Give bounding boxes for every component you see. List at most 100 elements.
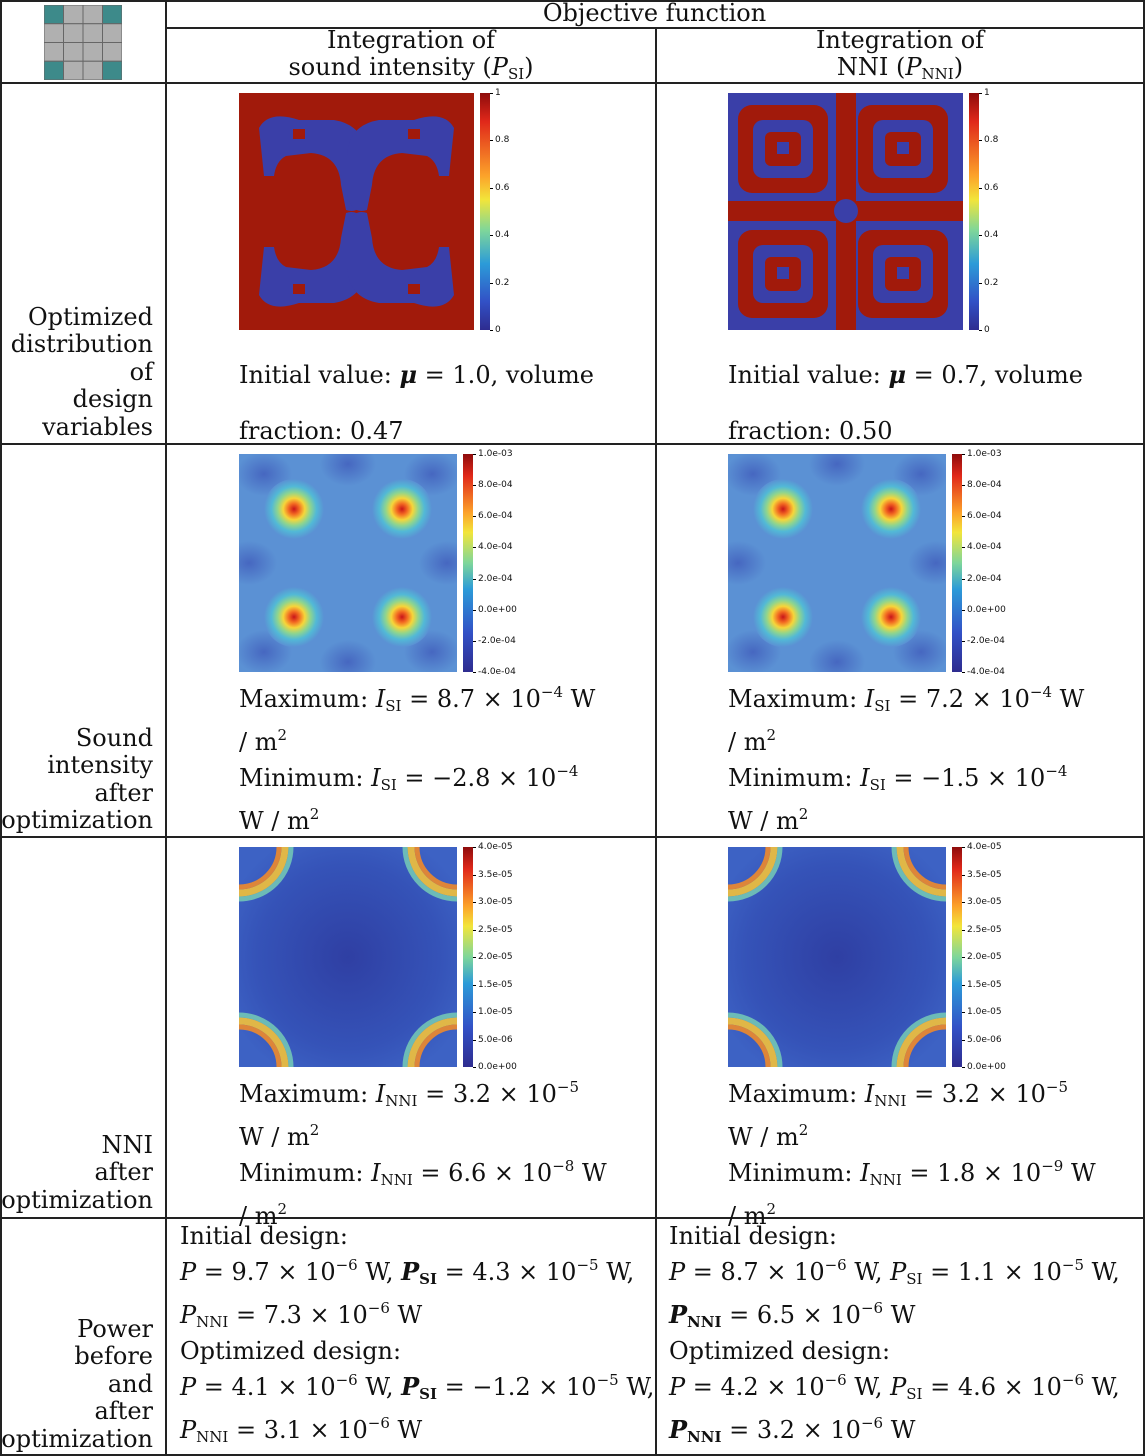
p-symbol: P [890,1258,907,1286]
intensity-hotspot [264,479,324,539]
min-label: Minimum: [728,1159,861,1187]
max-label: Maximum: [728,1080,865,1108]
i-symbol: I [860,764,870,792]
design-solid-region [408,129,420,139]
unit: W, [618,1373,655,1401]
colorbar-tick [962,902,965,903]
p-symbol: P [401,1257,420,1286]
colorbar-tick-label: -4.0e-04 [967,667,1005,677]
i-symbol: I [860,1159,870,1187]
colorbar-tick-label: 0.4 [495,230,510,241]
min-unit: W / m [728,807,799,835]
design-void-region [897,267,909,279]
pnni-value: = 3.1 × 10 [228,1416,368,1444]
grid-cell [82,23,103,43]
low-intensity-lobe [320,454,376,486]
exponent: −6 [824,1256,847,1274]
colorbar-tick-label: 5.0e-06 [478,1034,513,1045]
grid-layout-icon [44,5,122,80]
p-symbol: P [669,1300,688,1329]
column-header-nni: Integration of NNI (PNNI) [657,27,1143,88]
grid-cell [63,60,84,80]
colorbar-tick [962,485,965,487]
max-exponent: −4 [540,683,564,701]
colorbar-tick-label: -4.0e-04 [478,667,516,677]
col-divider-2 [655,27,657,1456]
unit: W [389,1416,423,1444]
design-void-region [834,199,858,223]
grid-cell [82,60,103,80]
max-value: = 7.2 × 10 [890,685,1030,713]
colorbar-tick-label: 6.0e-04 [478,511,513,522]
unit: W [883,1416,916,1444]
low-intensity-lobe [239,541,277,585]
colorbar-tick [962,578,965,580]
colorbar-design-si [480,93,490,330]
unit: W, [846,1258,891,1286]
colorbar-tick [979,187,982,189]
grid-cell [44,60,64,80]
colorbar-tick [473,902,476,903]
colorbar-tick [979,235,982,237]
power-value: = 9.7 × 10 [196,1258,336,1286]
pnni-value: = 7.3 × 10 [228,1301,368,1329]
sound-intensity-plot-nni [728,454,946,672]
i-symbol: I [864,1080,875,1108]
colorbar-tick-label: 1.5e-05 [478,979,513,990]
exponent: −5 [576,1256,599,1274]
pnni-value: = 3.2 × 10 [721,1416,861,1444]
colorbar-tick-label: 1.0e-05 [478,1007,513,1017]
caption-text: fraction: 0.47 [239,417,404,445]
max-unit: W / m [239,1123,310,1151]
colorbar-tick [473,957,476,958]
colorbar-tick-label: 0.0e+00 [478,1062,517,1072]
design-solid-region [293,284,305,294]
colorbar-tick [979,330,982,331]
colorbar-tick-label: 1 [984,88,990,98]
nni-subscript: NNI [687,1428,722,1446]
intensity-hotspot [861,587,921,647]
max-label: Maximum: [239,1080,376,1108]
table-border-left [0,0,2,1456]
design-distribution-plot-si [239,93,474,330]
caption-text: Initial value: [728,361,889,389]
exponent: −5 [596,1371,619,1389]
design-caption-nni: Initial value: μ = 0.7, volume fraction:… [728,333,1083,473]
design-caption-si: Initial value: μ = 1.0, volume fraction:… [239,333,594,473]
sound-intensity-plot-si [239,454,457,672]
unit: W [883,1301,916,1329]
colorbar-tick [962,454,965,455]
p-symbol: P [180,1373,197,1401]
min-exponent: −4 [1045,762,1068,780]
max-unit: W [1052,685,1085,713]
max-exponent: −4 [1029,683,1053,701]
col1-subscript: SI [507,65,525,83]
p-symbol: P [890,1373,907,1401]
colorbar-tick-label: 0.2 [984,277,999,288]
squared: 2 [277,1200,288,1218]
low-intensity-lobe [320,640,376,672]
si-subscript: SI [419,1385,437,1403]
unit: W, [357,1258,402,1286]
colorbar-nni-si [463,847,473,1067]
i-symbol: I [864,685,875,713]
intensity-hotspot [753,587,813,647]
row-divider-1 [0,82,1145,84]
colorbar-tick [979,93,982,94]
colorbar-tick [962,609,965,611]
row-label-nni: NNI after optimization [1,1131,153,1214]
exponent: −6 [860,1299,884,1317]
row-divider-2 [0,443,1145,445]
colorbar-tick-label: 0.0e+00 [967,604,1006,615]
colorbar-nni-nni [952,847,962,1067]
min-exponent: −9 [1041,1157,1064,1175]
exponent: −6 [335,1256,358,1274]
low-intensity-lobe [419,541,457,585]
nni-subscript: NNI [196,1428,229,1446]
exponent: −6 [367,1414,390,1432]
colorbar-tick-label: 0.0e+00 [478,604,517,615]
power-caption-si: Initial design: P = 9.7 × 10−6 W, PSI = … [180,1222,654,1452]
colorbar-tick-label: 0.6 [495,182,510,193]
optimized-design-title: Optimized design: [180,1337,402,1365]
colorbar-tick [473,1067,476,1068]
